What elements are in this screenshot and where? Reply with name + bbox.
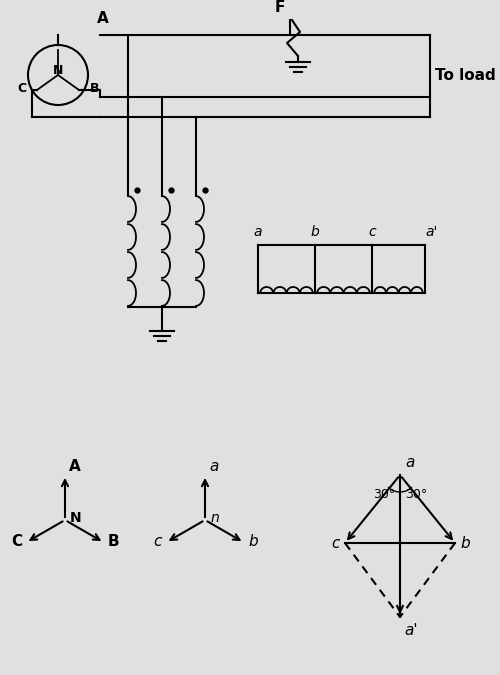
- Text: N: N: [70, 511, 82, 525]
- Text: To load: To load: [435, 68, 496, 84]
- Text: n: n: [211, 511, 220, 525]
- Text: A: A: [97, 11, 109, 26]
- Text: 30°: 30°: [373, 489, 395, 502]
- Text: b: b: [460, 535, 469, 551]
- Text: N: N: [53, 65, 63, 78]
- Text: b: b: [310, 225, 320, 239]
- Text: F: F: [275, 0, 285, 15]
- Text: B: B: [108, 535, 120, 549]
- Text: a: a: [254, 225, 262, 239]
- Text: c: c: [368, 225, 376, 239]
- Text: a: a: [209, 459, 218, 474]
- Text: a': a': [425, 225, 438, 239]
- Text: C: C: [11, 535, 22, 549]
- Text: a: a: [405, 455, 414, 470]
- Text: C: C: [17, 82, 26, 95]
- Text: a': a': [404, 623, 417, 638]
- Text: c: c: [154, 535, 162, 549]
- Text: c: c: [332, 535, 340, 551]
- Text: B: B: [90, 82, 100, 95]
- Text: b: b: [248, 535, 258, 549]
- Text: 30°: 30°: [405, 489, 427, 502]
- Text: A: A: [69, 459, 81, 474]
